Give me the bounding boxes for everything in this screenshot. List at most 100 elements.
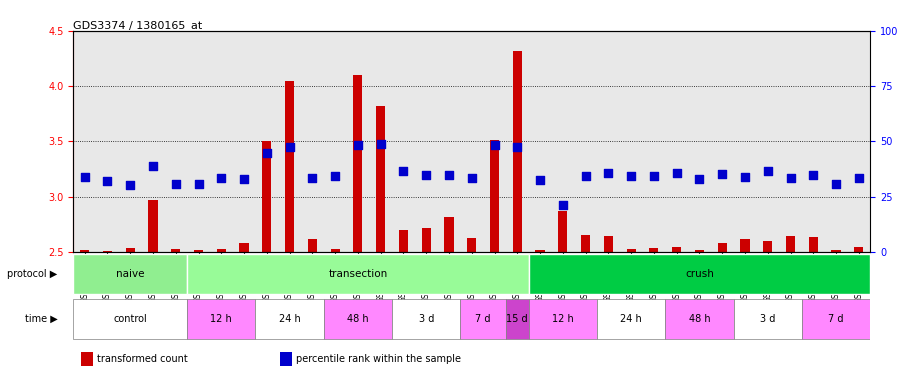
Point (783, 175, 798, 181)
Bar (103, 251, 112, 252)
Text: 12 h: 12 h (552, 314, 573, 324)
Bar (581, 235, 590, 252)
FancyBboxPatch shape (529, 299, 597, 339)
Point (692, 176, 707, 182)
Bar (376, 106, 386, 252)
Point (236, 176, 251, 182)
Text: percentile rank within the sample: percentile rank within the sample (297, 354, 462, 364)
Bar (717, 243, 726, 252)
Text: 24 h: 24 h (278, 314, 300, 324)
FancyBboxPatch shape (323, 299, 392, 339)
Point (191, 180, 206, 187)
Bar (627, 249, 636, 252)
Text: GDS3374 / 1380165_at: GDS3374 / 1380165_at (73, 20, 202, 31)
FancyBboxPatch shape (187, 299, 256, 339)
Text: 48 h: 48 h (689, 314, 710, 324)
Point (396, 168, 410, 174)
Point (670, 169, 684, 175)
FancyBboxPatch shape (597, 299, 665, 339)
Point (601, 169, 616, 175)
Bar (194, 250, 203, 252)
Text: 48 h: 48 h (347, 314, 369, 324)
Point (305, 175, 320, 181)
Point (464, 175, 479, 181)
Text: control: control (114, 314, 147, 324)
Bar (82, 351, 93, 366)
Text: 7 d: 7 d (475, 314, 491, 324)
Bar (285, 81, 294, 252)
Bar (331, 249, 340, 252)
Text: naive: naive (116, 270, 145, 280)
Point (714, 170, 729, 177)
Point (852, 175, 867, 181)
FancyBboxPatch shape (73, 299, 187, 339)
Point (100, 178, 114, 184)
Point (578, 173, 593, 179)
FancyBboxPatch shape (461, 299, 506, 339)
Point (282, 144, 297, 150)
FancyBboxPatch shape (529, 255, 870, 295)
Bar (740, 239, 749, 252)
Bar (763, 241, 772, 252)
Bar (832, 250, 841, 252)
Bar (421, 228, 431, 252)
Bar (672, 247, 682, 252)
Text: crush: crush (685, 270, 714, 280)
Point (351, 142, 365, 148)
FancyBboxPatch shape (506, 299, 529, 339)
Text: transformed count: transformed count (97, 354, 188, 364)
Point (533, 177, 548, 183)
Point (419, 172, 433, 178)
Bar (467, 238, 476, 252)
Bar (308, 239, 317, 252)
Bar (695, 250, 704, 252)
Point (214, 175, 229, 181)
Point (77, 174, 92, 180)
Text: 3 d: 3 d (760, 314, 776, 324)
Bar (262, 141, 271, 252)
Bar (398, 230, 408, 252)
Point (146, 163, 160, 169)
Point (829, 180, 844, 187)
Bar (490, 141, 499, 252)
Point (123, 182, 137, 188)
Bar (786, 236, 795, 252)
Bar (558, 211, 567, 252)
Point (555, 202, 570, 208)
Text: time ▶: time ▶ (25, 314, 58, 324)
Text: 12 h: 12 h (211, 314, 232, 324)
Point (624, 173, 638, 179)
Bar (513, 51, 522, 252)
Text: 15 d: 15 d (507, 314, 529, 324)
Bar (125, 248, 135, 252)
Bar (444, 217, 453, 252)
Bar (354, 75, 363, 252)
Point (442, 172, 456, 178)
Bar (536, 250, 545, 252)
Point (647, 173, 661, 179)
Bar (649, 248, 659, 252)
FancyBboxPatch shape (392, 299, 461, 339)
Text: protocol ▶: protocol ▶ (7, 270, 58, 280)
Bar (280, 351, 292, 366)
Point (374, 141, 388, 147)
Bar (217, 249, 226, 252)
FancyBboxPatch shape (187, 255, 529, 295)
Point (259, 149, 274, 156)
Bar (239, 243, 248, 252)
Point (487, 142, 502, 148)
FancyBboxPatch shape (73, 255, 187, 295)
Bar (171, 249, 180, 252)
Bar (148, 200, 158, 252)
FancyBboxPatch shape (734, 299, 802, 339)
FancyBboxPatch shape (665, 299, 734, 339)
Bar (855, 247, 864, 252)
Bar (80, 250, 89, 252)
FancyBboxPatch shape (802, 299, 870, 339)
Text: 24 h: 24 h (620, 314, 642, 324)
Point (806, 172, 821, 178)
Point (737, 174, 752, 180)
Point (169, 180, 183, 187)
Point (510, 144, 525, 150)
Point (328, 173, 343, 179)
